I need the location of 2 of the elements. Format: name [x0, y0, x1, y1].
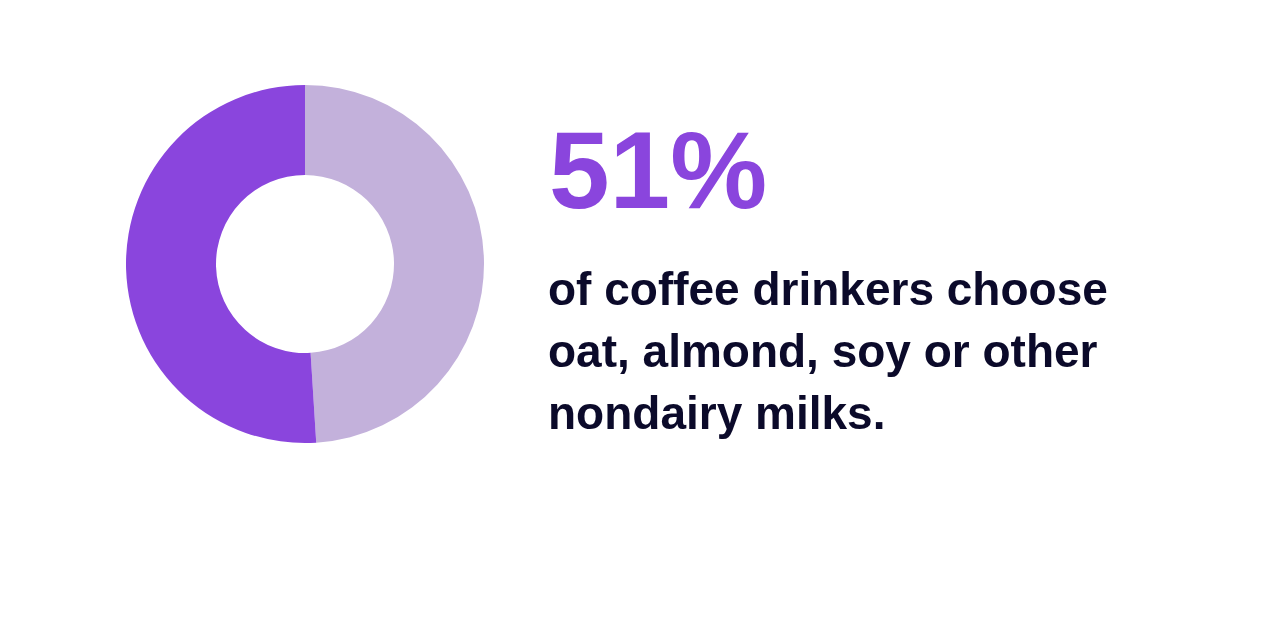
text: of coffee drinkers choose oat, almond, soy or other nondairy milks. [548, 262, 1109, 441]
chart-title: 51% [549, 109, 768, 231]
